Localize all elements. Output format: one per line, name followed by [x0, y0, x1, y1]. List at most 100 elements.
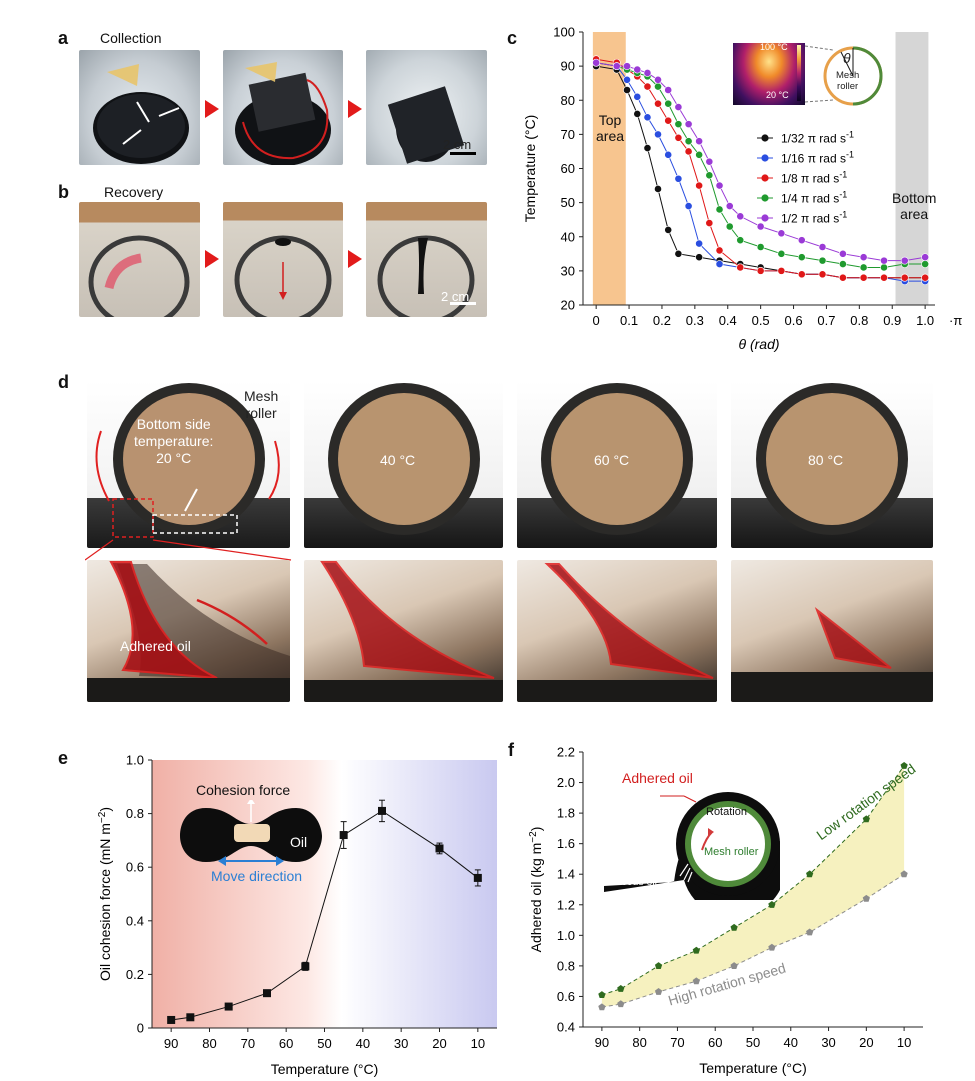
- photo-d-60c: [517, 381, 717, 548]
- data-point: [695, 181, 704, 190]
- photo-b3: [366, 202, 487, 317]
- x-tick-label: 0.3: [686, 313, 704, 328]
- x-axis-label: θ (rad): [738, 336, 779, 352]
- cohesion-diagram: [180, 800, 322, 862]
- data-point: [797, 236, 806, 245]
- data-point: [705, 219, 714, 227]
- speed-band-fill: [601, 765, 905, 1008]
- x-tick-label: 0.9: [883, 313, 901, 328]
- y-tick-label: 0.6: [126, 860, 144, 875]
- y-tick-label: 0.2: [126, 967, 144, 982]
- zoom-d-40c: [304, 560, 503, 702]
- scale-bar-label-b: 2 cm: [441, 289, 470, 304]
- data-point: [859, 263, 868, 272]
- y-tick-label: 100: [553, 25, 575, 40]
- x-tick-label: 20: [432, 1036, 446, 1051]
- data-point: [592, 58, 601, 67]
- data-point: [900, 761, 908, 769]
- y-tick-label: 1.6: [557, 836, 575, 851]
- x-axis-label: Temperature (°C): [271, 1061, 379, 1077]
- data-point: [725, 202, 734, 210]
- data-point: [623, 62, 631, 71]
- temp-label-60: 60 °C: [594, 452, 630, 468]
- data-point: [167, 1015, 176, 1024]
- data-point: [654, 962, 663, 969]
- y-tick-label: 2.2: [557, 745, 575, 760]
- data-point: [695, 137, 704, 146]
- data-point: [838, 273, 847, 282]
- data-point: [617, 1000, 625, 1008]
- inset-roller-label: Mesh roller: [836, 70, 860, 92]
- data-point: [598, 1003, 606, 1011]
- oil-label-e: Oil: [290, 834, 308, 850]
- data-point: [768, 900, 776, 908]
- data-point: [715, 246, 724, 255]
- inset-roller-diagram: [805, 45, 883, 106]
- data-point: [818, 243, 827, 251]
- x-tick-label: 0.6: [785, 313, 803, 328]
- y-tick-label: 60: [561, 161, 575, 176]
- x-tick-label: 60: [708, 1035, 722, 1050]
- data-point: [378, 806, 386, 815]
- disk-a2: [235, 62, 331, 165]
- roller-diagram-f: [604, 792, 780, 900]
- legend-label: 1/2 π rad s-1: [781, 210, 847, 226]
- x-tick-label: 0: [593, 313, 600, 328]
- photo-d-40c: [304, 381, 503, 548]
- roller-b1: [88, 235, 190, 317]
- x-tick-label: 70: [241, 1036, 255, 1051]
- chart-e: 0 0.2 0.4 0.6 0.8 1.0 90 80 70 60 50 40 30 20 10 Temper…: [97, 753, 497, 1077]
- data-point: [643, 113, 652, 122]
- data-point: [900, 870, 908, 878]
- y-tick-label: 1.0: [557, 928, 575, 943]
- y-tick-label: 50: [561, 195, 575, 210]
- adhered-oil-label-f: Adhered oil: [622, 770, 693, 786]
- y-tick-label: 1.8: [557, 806, 575, 821]
- data-point: [643, 82, 652, 91]
- data-point: [643, 144, 652, 152]
- cohesion-force-label: Cohesion force: [196, 782, 291, 798]
- x-axis-label: Temperature (°C): [699, 1060, 807, 1076]
- bottom-area-label: Bottom area: [892, 190, 937, 222]
- photo-d-80c: [731, 381, 933, 548]
- y-axis-label: Adhered oil (kg m−2): [528, 827, 544, 953]
- data-point: [725, 222, 734, 231]
- arrow-b1: [205, 250, 219, 268]
- x-tick-label: 40: [356, 1036, 370, 1051]
- x-tick-label: 0.8: [850, 313, 868, 328]
- x-tick-label: 30: [394, 1036, 408, 1051]
- photo-a1: [79, 50, 200, 165]
- legend-label: 1/16 π rad s-1: [781, 150, 854, 166]
- x-tick-label: 50: [317, 1036, 331, 1051]
- data-point: [598, 991, 606, 998]
- y-axis-label: Oil cohesion force (mN m−2): [97, 807, 113, 981]
- x-tick-label: 60: [279, 1036, 293, 1051]
- legend-label: 1/8 π rad s-1: [781, 170, 847, 186]
- panel-label-e: e: [58, 748, 69, 768]
- data-point: [435, 844, 444, 853]
- zoom-d-80c: [731, 560, 933, 702]
- recovery-title: Recovery: [104, 184, 164, 200]
- viscous-oil-label: Viscous oil: [607, 876, 657, 888]
- data-point: [224, 1002, 233, 1011]
- arrow-a1: [205, 100, 219, 118]
- data-point: [674, 120, 683, 129]
- y-tick-label: 1.0: [126, 753, 144, 768]
- data-point: [643, 69, 652, 77]
- zoom-d-20c: [87, 560, 290, 702]
- bottom-temp-label: Bottom side temperature: 20 °C: [134, 416, 214, 466]
- x-tick-label: 0.1: [620, 313, 638, 328]
- data-point: [654, 988, 663, 995]
- thermal-inset: [733, 43, 805, 105]
- x-tick-label: 10: [471, 1036, 485, 1051]
- move-direction-label: Move direction: [211, 868, 303, 884]
- data-point: [862, 894, 870, 902]
- adhered-oil-label-d: Adhered oil: [120, 638, 191, 654]
- photo-b2: [223, 202, 343, 317]
- data-point: [736, 236, 745, 245]
- chart-f: 0.4 0.6 0.8 1.0 1.2 1.4 1.6 1.8 2.0 2.2 90 80 70 60 50…: [528, 745, 923, 1076]
- arrow-a2: [348, 100, 362, 118]
- x-tick-label: 30: [821, 1035, 835, 1050]
- data-point: [674, 174, 683, 183]
- data-point: [612, 62, 621, 71]
